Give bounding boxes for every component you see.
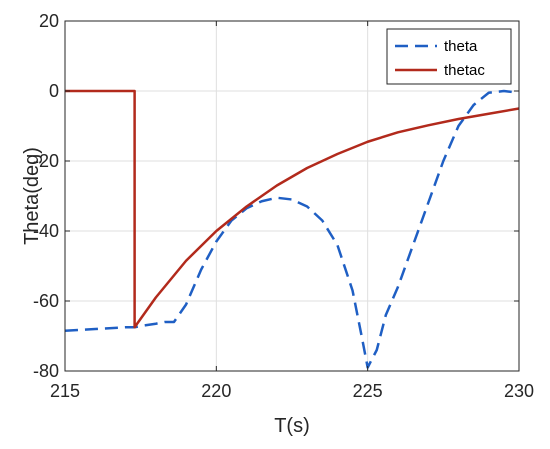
y-tick-label: 20 [39, 11, 59, 31]
y-axis-title: Theta(deg) [21, 147, 43, 245]
legend-label-thetac: thetac [444, 62, 485, 79]
x-axis-title: T(s) [274, 415, 310, 437]
series-line-thetac [65, 89, 520, 329]
x-tick-label: 225 [353, 381, 383, 401]
x-tick-label: 220 [201, 381, 231, 401]
axes-box [64, 20, 520, 372]
x-tick-label: 215 [50, 381, 80, 401]
y-tick-label: -20 [33, 151, 59, 171]
legend-label-theta: theta [444, 38, 478, 55]
legend-box [386, 28, 512, 85]
y-tick-label: 0 [49, 81, 59, 101]
y-tick-label: -60 [33, 291, 59, 311]
y-tick-label: -80 [33, 361, 59, 381]
y-tick-label: -40 [33, 221, 59, 241]
x-tick-label: 230 [504, 381, 534, 401]
series-line-theta [64, 89, 520, 369]
